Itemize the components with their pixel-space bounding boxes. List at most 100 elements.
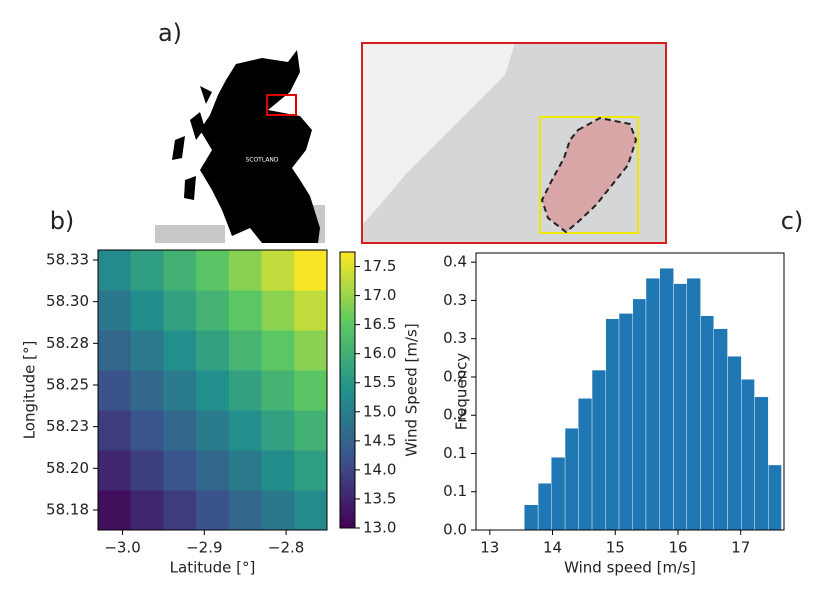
colorbar-label: Wind Speed [m/s] bbox=[403, 323, 421, 456]
contour-cell bbox=[163, 290, 197, 331]
contour-cell bbox=[130, 410, 164, 451]
contour-cell bbox=[294, 370, 328, 411]
histogram-bar bbox=[686, 278, 701, 531]
plot-frame bbox=[97, 249, 328, 531]
contour-cell bbox=[261, 370, 295, 411]
contour-cell bbox=[163, 450, 197, 491]
colorbar-tick-label: 17.0 bbox=[363, 286, 396, 304]
contour-cell bbox=[163, 410, 197, 451]
contour-cell bbox=[130, 450, 164, 491]
contour-cell bbox=[294, 450, 328, 491]
colorbar-tick-label: 15.0 bbox=[363, 402, 396, 420]
contour-cell bbox=[261, 250, 295, 291]
y-tick-label: 58.25 bbox=[46, 376, 89, 394]
y-axis-label: Frequency bbox=[453, 353, 471, 431]
contour-cell bbox=[294, 290, 328, 331]
histogram-bar bbox=[632, 298, 647, 531]
contour-cell bbox=[196, 330, 230, 371]
contour-cell bbox=[98, 410, 132, 451]
contour-cell bbox=[130, 290, 164, 331]
plot-frame bbox=[475, 252, 785, 531]
contour-cell bbox=[228, 250, 263, 291]
colorbar-frame bbox=[339, 251, 356, 529]
y-tick-label: 0.3 bbox=[443, 291, 467, 309]
contour-cell bbox=[261, 490, 295, 531]
contour-cell bbox=[261, 450, 295, 491]
colorbar-tick-label: 14.0 bbox=[363, 460, 396, 478]
histogram-bar bbox=[741, 379, 755, 531]
histogram-bar bbox=[768, 464, 782, 531]
colorbar-tick-label: 14.5 bbox=[363, 431, 396, 449]
histogram-bar bbox=[564, 428, 579, 531]
contour-cell bbox=[228, 330, 263, 371]
y-tick-label: 0.2 bbox=[443, 367, 467, 385]
histogram-bar bbox=[591, 369, 607, 531]
histogram-bar bbox=[673, 283, 687, 531]
x-tick-label: 17 bbox=[731, 539, 750, 557]
x-tick-label: 16 bbox=[668, 539, 687, 557]
panel-label: a) bbox=[158, 19, 182, 47]
y-tick-label: 58.30 bbox=[46, 292, 89, 310]
colorbar-tick-label: 17.5 bbox=[363, 257, 396, 275]
histogram-bar bbox=[645, 278, 660, 531]
contour-cell bbox=[163, 330, 197, 371]
contour-cell bbox=[196, 410, 230, 451]
contour-cell bbox=[196, 490, 230, 531]
contour-cell bbox=[196, 370, 230, 411]
histogram-bar bbox=[727, 356, 742, 531]
contour-cell bbox=[294, 250, 328, 291]
contour-cell bbox=[261, 290, 295, 331]
histogram-bar bbox=[618, 313, 634, 531]
contour-cell bbox=[228, 490, 263, 531]
y-tick-label: 58.33 bbox=[46, 251, 89, 269]
x-tick-label: 13 bbox=[480, 539, 499, 557]
colorbar bbox=[340, 252, 355, 529]
contour-cell bbox=[294, 330, 328, 371]
contour-cell bbox=[98, 450, 132, 491]
histogram-bar bbox=[754, 396, 769, 531]
contour-cell bbox=[163, 370, 197, 411]
contour-cell bbox=[130, 330, 164, 371]
map-label: SCOTLAND bbox=[245, 157, 278, 164]
x-tick-label: −3.0 bbox=[104, 539, 140, 557]
contour-cell bbox=[163, 250, 197, 291]
y-tick-label: 0.2 bbox=[443, 406, 467, 424]
x-axis-label: Wind speed [m/s] bbox=[564, 559, 696, 577]
contour-cell bbox=[261, 330, 295, 371]
contour-cell bbox=[294, 490, 328, 531]
detail-map bbox=[361, 42, 667, 244]
contour-cell bbox=[196, 290, 230, 331]
histogram-bar bbox=[700, 315, 714, 531]
contour-cell bbox=[261, 410, 295, 451]
contour-cell bbox=[98, 330, 132, 371]
contour-cell bbox=[196, 250, 230, 291]
y-tick-label: 58.28 bbox=[46, 334, 89, 352]
contour-cell bbox=[228, 290, 263, 331]
contour-cell bbox=[130, 370, 164, 411]
y-tick-label: 0.4 bbox=[443, 253, 467, 271]
y-tick-label: 0.1 bbox=[443, 482, 467, 500]
colorbar-tick-label: 13.5 bbox=[363, 489, 396, 507]
histogram-bar bbox=[605, 318, 620, 531]
x-tick-label: −2.8 bbox=[268, 539, 304, 557]
x-tick-label: −2.9 bbox=[186, 539, 222, 557]
overview-map bbox=[155, 50, 325, 243]
contour-cell bbox=[130, 490, 164, 531]
x-tick-label: 14 bbox=[543, 539, 562, 557]
histogram-bar bbox=[537, 483, 552, 531]
histogram-bar bbox=[551, 457, 566, 531]
contour-cell bbox=[98, 490, 132, 531]
histogram-bar bbox=[524, 504, 539, 531]
contour-cell bbox=[130, 250, 164, 291]
colorbar-tick-label: 15.5 bbox=[363, 373, 396, 391]
contour-cell bbox=[163, 490, 197, 531]
colorbar-tick-label: 16.0 bbox=[363, 344, 396, 362]
y-tick-label: 58.20 bbox=[46, 459, 89, 477]
panel-label: b) bbox=[50, 207, 75, 235]
x-tick-label: 15 bbox=[606, 539, 625, 557]
contour-cell bbox=[98, 370, 132, 411]
histogram-bar bbox=[659, 268, 674, 531]
y-tick-label: 0.1 bbox=[443, 444, 467, 462]
contour-cell bbox=[294, 410, 328, 451]
